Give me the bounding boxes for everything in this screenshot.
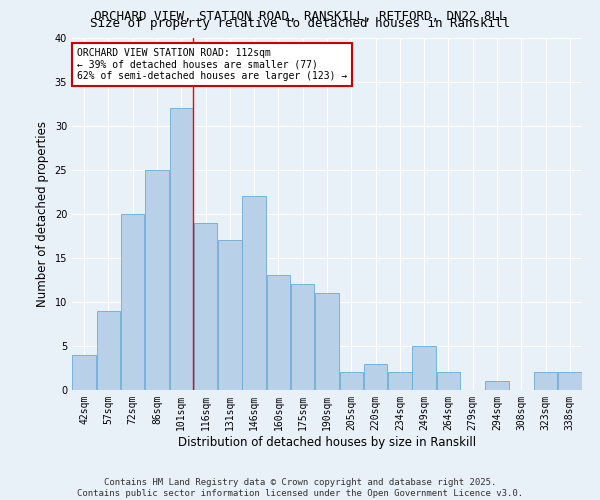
- Bar: [145, 170, 169, 390]
- Y-axis label: Number of detached properties: Number of detached properties: [36, 120, 49, 306]
- Text: Contains HM Land Registry data © Crown copyright and database right 2025.
Contai: Contains HM Land Registry data © Crown c…: [77, 478, 523, 498]
- Bar: [121, 214, 145, 390]
- Text: ORCHARD VIEW STATION ROAD: 112sqm
← 39% of detached houses are smaller (77)
62% : ORCHARD VIEW STATION ROAD: 112sqm ← 39% …: [77, 48, 347, 82]
- Bar: [340, 372, 363, 390]
- Bar: [315, 293, 339, 390]
- Bar: [170, 108, 193, 390]
- X-axis label: Distribution of detached houses by size in Ranskill: Distribution of detached houses by size …: [178, 436, 476, 448]
- Bar: [534, 372, 557, 390]
- Bar: [388, 372, 412, 390]
- Bar: [558, 372, 581, 390]
- Bar: [437, 372, 460, 390]
- Bar: [412, 346, 436, 390]
- Bar: [194, 222, 217, 390]
- Text: ORCHARD VIEW, STATION ROAD, RANSKILL, RETFORD, DN22 8LL: ORCHARD VIEW, STATION ROAD, RANSKILL, RE…: [94, 10, 506, 23]
- Bar: [291, 284, 314, 390]
- Bar: [266, 276, 290, 390]
- Text: Size of property relative to detached houses in Ranskill: Size of property relative to detached ho…: [90, 18, 510, 30]
- Bar: [218, 240, 242, 390]
- Bar: [364, 364, 388, 390]
- Bar: [242, 196, 266, 390]
- Bar: [485, 381, 509, 390]
- Bar: [73, 355, 96, 390]
- Bar: [97, 310, 120, 390]
